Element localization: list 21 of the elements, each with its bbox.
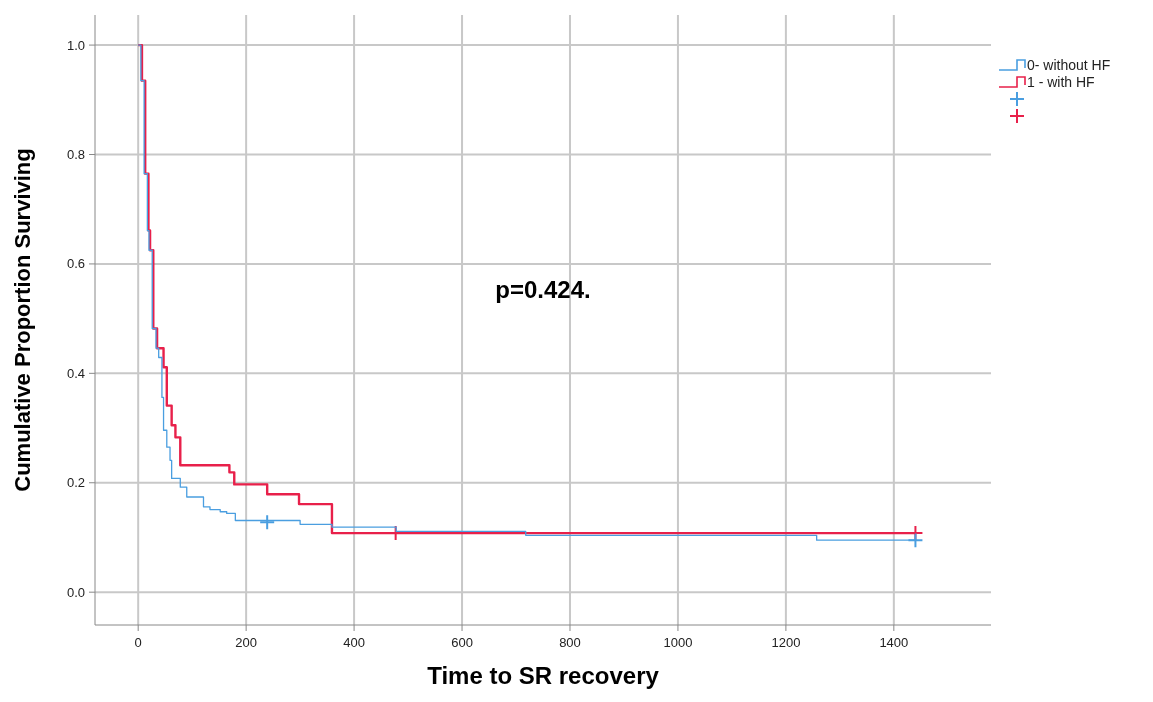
annotation: p=0.424.: [495, 275, 591, 303]
y-tick-label: 0.4: [66, 365, 85, 381]
y-tick-label: 0.8: [66, 147, 85, 163]
y-tick-label: 0.6: [66, 256, 85, 272]
point: [259, 514, 276, 531]
legend-label: 0- without HF: [1027, 56, 1111, 73]
y-tick-label: 0.2: [66, 475, 85, 491]
x-tick-label: 1000: [663, 635, 693, 650]
y-tick-label: 1.0: [66, 37, 85, 53]
point: [907, 532, 924, 549]
legend-label: 1 - with HF: [1027, 73, 1095, 90]
x-tick-label: 800: [559, 635, 581, 650]
x-tick-label: 600: [451, 635, 473, 650]
y-tick-label: 0.0: [66, 584, 85, 600]
x-tick-label: 1200: [771, 635, 801, 650]
x-tick-label: 400: [343, 635, 365, 650]
x-tick-label: 200: [235, 635, 257, 650]
x-tick-label: 1400: [879, 635, 909, 650]
x-tick-label: 0: [134, 635, 142, 650]
y-axis-title: Cumulative Proportion Surviving: [10, 148, 35, 492]
x-axis-title: Time to SR recovery: [427, 662, 660, 689]
